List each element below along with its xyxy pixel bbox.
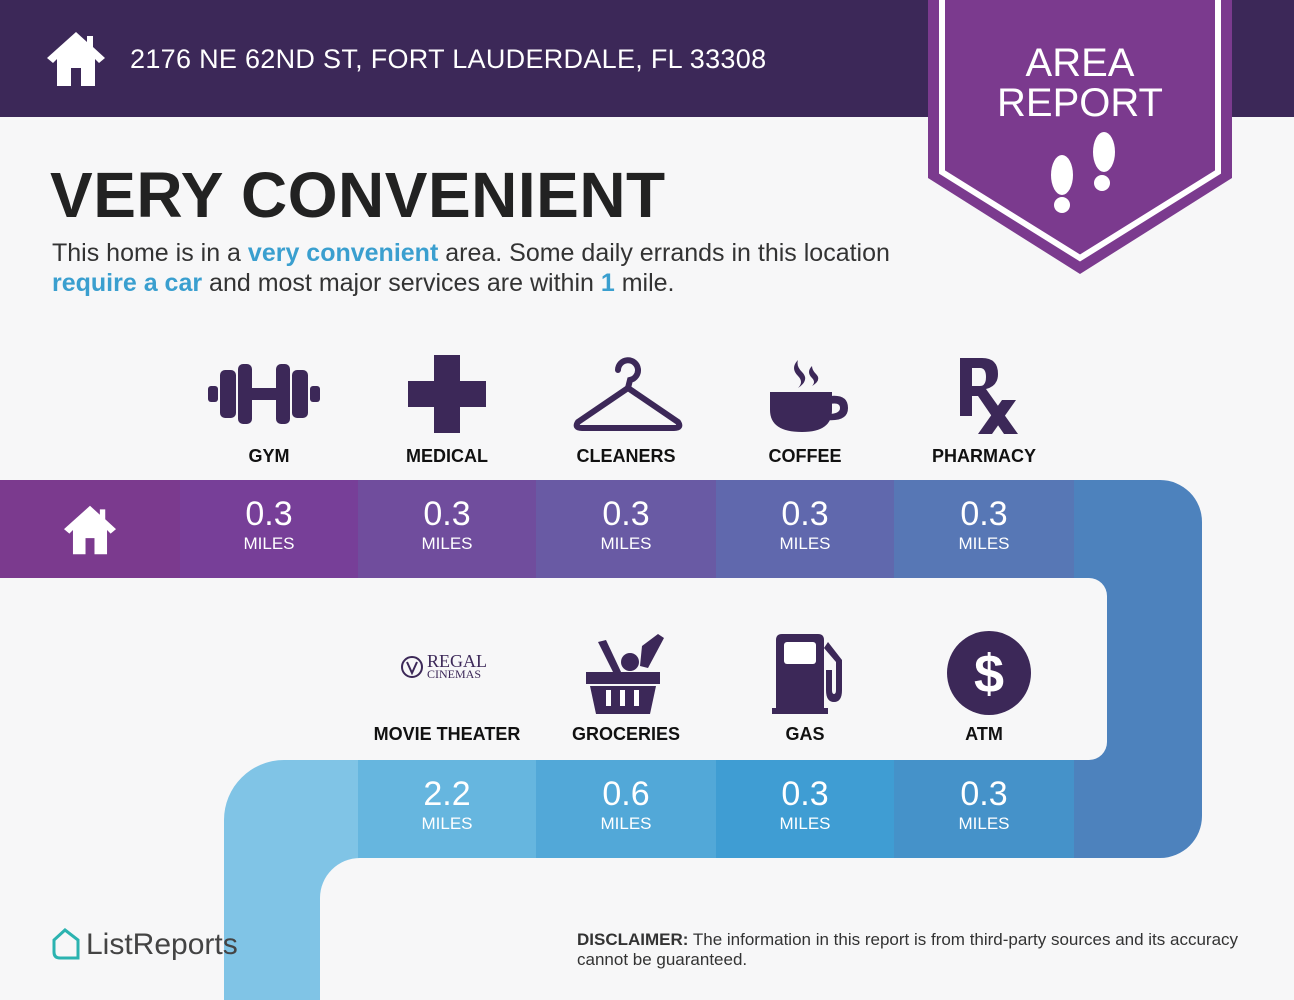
regal-cinemas-logo: REGAL CINEMAS (400, 652, 487, 680)
property-address: 2176 NE 62ND ST, FORT LAUDERDALE, FL 333… (130, 44, 767, 74)
distance-unit: MILES (779, 814, 831, 833)
distance-unit: MILES (600, 534, 652, 553)
medical-cross-icon (408, 355, 486, 433)
badge-line2: REPORT (997, 81, 1163, 125)
distance-cell-groceries: 0.6 MILES (536, 760, 716, 858)
left-bend-inner (320, 858, 380, 1000)
distance-unit: MILES (958, 534, 1010, 553)
distance-unit: MILES (779, 534, 831, 553)
amenity-label: GYM (248, 446, 290, 466)
coffee-cup-icon (770, 360, 848, 432)
gas-pump-icon (772, 634, 842, 714)
distance-cell-medical: 0.3 MILES (358, 480, 536, 578)
distance-unit: MILES (421, 534, 473, 553)
footprints-icon (1051, 132, 1115, 213)
listreports-logo: ListReports (50, 928, 238, 962)
distance-value: 2.2 (423, 775, 471, 813)
amenity-label: GAS (785, 724, 825, 744)
distance-unit: MILES (958, 814, 1010, 833)
dumbbell-icon (208, 364, 320, 424)
distance-value: 0.3 (960, 495, 1008, 533)
distance-value: 0.3 (423, 495, 471, 533)
amenity-label: MEDICAL (406, 446, 488, 466)
distance-cell-gym: 0.3 MILES (180, 480, 358, 578)
home-icon (47, 32, 105, 86)
dollar-icon: $ (947, 631, 1031, 715)
page-title: VERY CONVENIENT (50, 159, 666, 231)
summary-text: This home is in a very convenient area. … (52, 239, 890, 297)
hanger-icon (573, 357, 683, 431)
disclaimer: DISCLAIMER: The information in this repo… (577, 930, 1239, 969)
distance-cell-atm: 0.3 MILES (894, 760, 1074, 858)
distance-value: 0.3 (602, 495, 650, 533)
area-report-badge: AREA REPORT (928, 0, 1232, 274)
rx-icon (960, 358, 1018, 434)
home-cell (0, 480, 180, 578)
home-icon (64, 505, 116, 555)
amenity-label: MOVIE THEATER (373, 724, 521, 744)
distance-value: 0.3 (781, 775, 829, 813)
distance-unit: MILES (421, 814, 473, 833)
distance-value: 0.6 (602, 775, 650, 813)
amenity-label: CLEANERS (576, 446, 676, 466)
right-bend-inner (1060, 578, 1107, 760)
badge-line1: AREA (1026, 41, 1135, 85)
svg-text:$: $ (974, 644, 1004, 704)
distance-value: 0.3 (781, 495, 829, 533)
distance-value: 0.3 (960, 775, 1008, 813)
distance-value: 0.3 (245, 495, 293, 533)
amenity-label: PHARMACY (931, 446, 1036, 466)
distance-unit: MILES (600, 814, 652, 833)
distance-cell-movie-theater: 2.2 MILES (358, 760, 536, 858)
distance-cell-gas: 0.3 MILES (716, 760, 894, 858)
distance-unit: MILES (243, 534, 295, 553)
amenity-label: COFFEE (768, 446, 842, 466)
amenity-label: ATM (965, 724, 1003, 744)
amenity-label: GROCERIES (571, 724, 681, 744)
grocery-basket-icon (586, 634, 664, 714)
distance-cell-pharmacy: 0.3 MILES (894, 480, 1074, 578)
distance-cell-coffee: 0.3 MILES (716, 480, 894, 578)
distance-cell-cleaners: 0.3 MILES (536, 480, 716, 578)
